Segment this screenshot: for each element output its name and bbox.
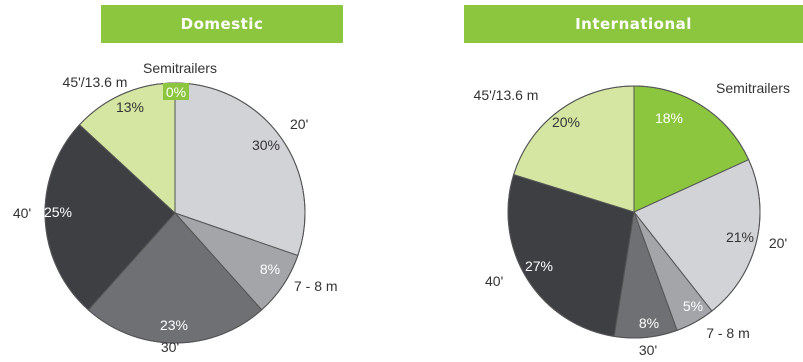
international-pie: 18% Semitrailers 21% 20' 5%7 - 8 m 8% 30' 27% 40… (474, 80, 790, 358)
domestic-pie: 0% Semitrailers 30% 20' 8% 7 - 8 m 23% 30' 25% 40… (13, 60, 338, 355)
domestic-value-label-7-8-m: 8% (260, 261, 280, 277)
international-category-label-30: 30' (639, 342, 657, 358)
domestic-category-label-7-8-m: 7 - 8 m (294, 278, 338, 294)
domestic-chart-title: Domestic (101, 5, 343, 43)
international-value-label-45-13-6-m: 20% (552, 114, 580, 130)
domestic-category-label-45-13-6-m: 45'/13.6 m (63, 74, 128, 90)
international-value-label-30: 8% (639, 315, 659, 331)
domestic-value-highlight-semitrailers (163, 83, 189, 100)
international-value-label-20: 21% (726, 229, 754, 245)
international-value-label-7-8-m: 5% (683, 298, 703, 314)
international-category-label-7-8-m: 7 - 8 m (706, 325, 750, 341)
domestic-value-label-30: 23% (160, 317, 188, 333)
international-chart-title: International (464, 5, 803, 43)
domestic-value-label-45-13-6-m: 13% (116, 99, 144, 115)
international-value-label-40: 27% (525, 258, 553, 274)
domestic-value-label-40: 25% (44, 204, 72, 220)
domestic-category-label-30: 30' (161, 339, 179, 355)
domestic-category-label-40: 40' (13, 205, 31, 221)
domestic-value-label-semitrailers: 0% (166, 84, 186, 100)
international-category-label-40: 40' (485, 273, 503, 289)
international-category-label-20: 20' (769, 235, 787, 251)
international-category-label-semitrailers: Semitrailers (716, 80, 790, 96)
domestic-value-label-20: 30% (252, 137, 280, 153)
international-category-label-45-13-6-m: 45'/13.6 m (474, 87, 539, 103)
international-pie-outline (507, 85, 761, 339)
international-value-label-semitrailers: 18% (655, 110, 683, 126)
domestic-category-label-semitrailers: Semitrailers (143, 60, 217, 76)
domestic-category-label-20: 20' (290, 116, 308, 132)
